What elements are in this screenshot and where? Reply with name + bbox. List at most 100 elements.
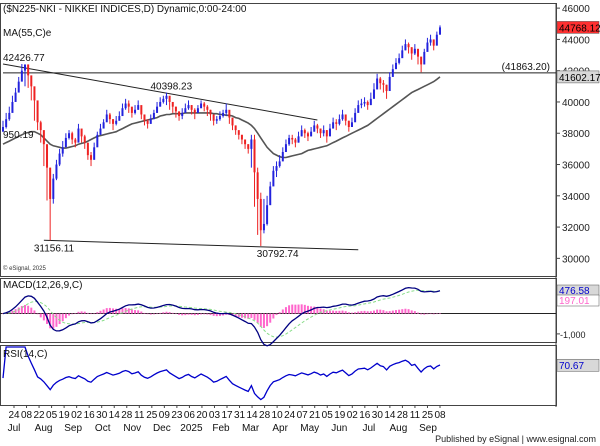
candle-body (429, 39, 432, 43)
candle-body (234, 125, 237, 131)
candle-body (121, 108, 124, 117)
candle-body (322, 130, 325, 134)
x-tick-label: 09 (159, 410, 171, 421)
macd-histogram-bar (363, 310, 366, 314)
last-price-label: 44768.12 (559, 23, 600, 34)
macd-histogram-bar (121, 308, 124, 314)
macd-histogram-bar (222, 313, 225, 316)
macd-histogram-bar (247, 313, 250, 319)
macd-histogram-bar (61, 313, 64, 322)
macd-histogram-bar (401, 309, 404, 314)
price-annotation: 950.19 (3, 130, 34, 141)
y-tick-label: 30000 (562, 254, 590, 265)
candle-body (366, 101, 369, 106)
macd-histogram-bar (410, 310, 413, 314)
macd-histogram-bar (281, 309, 284, 314)
macd-histogram-bar (17, 307, 20, 314)
candle-body (341, 114, 344, 120)
macd-histogram-bar (394, 310, 397, 314)
candle-body (410, 47, 413, 54)
macd-histogram-bar (190, 313, 193, 315)
price-annotation: (41863.20) (502, 62, 550, 73)
candle-body (222, 112, 225, 117)
candle-body (140, 105, 143, 115)
candle-body (407, 44, 410, 48)
x-tick-label: 25 (146, 410, 158, 421)
macd-histogram-bar (209, 313, 212, 316)
macd-histogram-bar (272, 313, 275, 319)
candle-body (77, 128, 80, 143)
macd-histogram-bar (313, 306, 316, 314)
candle-body (357, 105, 360, 113)
candle-body (237, 130, 240, 135)
macd-histogram-bar (244, 313, 247, 319)
x-tick-label: 16 (359, 410, 371, 421)
macd-histogram-bar (64, 313, 67, 319)
x-month-label: Feb (212, 423, 230, 434)
panel-frame-2 (0, 278, 557, 343)
candle-body (278, 161, 281, 167)
last-price-box (556, 21, 600, 34)
x-tick-label: 28 (121, 410, 133, 421)
candle-body (350, 122, 353, 127)
candle-body (36, 100, 39, 123)
macd-histogram-bar (165, 311, 168, 314)
macd-histogram-bar (80, 311, 83, 314)
macd-histogram-bar (52, 313, 55, 329)
macd-histogram-bar (325, 310, 328, 314)
macd-histogram-bar (68, 313, 71, 316)
candle-body (39, 122, 42, 131)
x-tick-label: 06 (184, 410, 196, 421)
x-tick-label: 19 (59, 410, 71, 421)
macd-histogram-bar (108, 307, 111, 314)
x-month-label: Apr (272, 423, 288, 434)
y-tick-label: 34000 (562, 192, 590, 203)
ma-value-box (556, 70, 600, 84)
macd-histogram-bar (118, 308, 121, 314)
candle-body (156, 106, 159, 113)
candle-body (269, 186, 272, 206)
x-tick-label: 14 (246, 410, 258, 421)
candle-body (297, 136, 300, 143)
candle-body (178, 111, 181, 117)
x-tick-label: 19 (334, 410, 346, 421)
candle-body (203, 103, 206, 107)
x-tick-label: 30 (96, 410, 108, 421)
macd-histogram-bar (262, 313, 265, 328)
macd-histogram-bar (206, 313, 209, 315)
candle-body (68, 133, 71, 138)
rsi-title: RSI(14,C) (3, 349, 47, 360)
macd-histogram-bar (388, 311, 391, 314)
macd-histogram-bar (266, 313, 269, 327)
macd-histogram-bar (319, 308, 322, 314)
candle-body (423, 51, 426, 65)
rsi-value-label: 70.67 (559, 361, 584, 372)
candle-body (416, 48, 419, 57)
x-month-label: Sep (64, 423, 82, 434)
y-tick-label: 38000 (562, 129, 590, 140)
x-month-label: Mar (242, 423, 260, 434)
x-tick-label: 22 (33, 410, 45, 421)
x-tick-label: 02 (347, 410, 359, 421)
macd-histogram-bar (30, 307, 33, 314)
macd-histogram-bar (193, 313, 196, 316)
macd-histogram-bar (39, 313, 42, 318)
candle-body (17, 81, 20, 93)
candle-body (332, 122, 335, 129)
x-tick-label: 25 (422, 410, 434, 421)
candle-body (112, 119, 115, 124)
macd-histogram-bar (344, 311, 347, 314)
macd-histogram-bar (404, 308, 407, 314)
x-tick-label: 14 (109, 410, 121, 421)
x-tick-label: 05 (322, 410, 334, 421)
y-tick-label: 36000 (562, 161, 590, 172)
macd-histogram-bar (372, 310, 375, 314)
trendline (43, 239, 359, 251)
x-month-label: Jul (8, 423, 21, 434)
trendline (2, 63, 318, 121)
candle-body (420, 56, 423, 65)
candle-body (206, 106, 209, 110)
macd-histogram-bar (297, 304, 300, 314)
candle-body (310, 131, 313, 137)
macd-histogram-bar (341, 310, 344, 314)
